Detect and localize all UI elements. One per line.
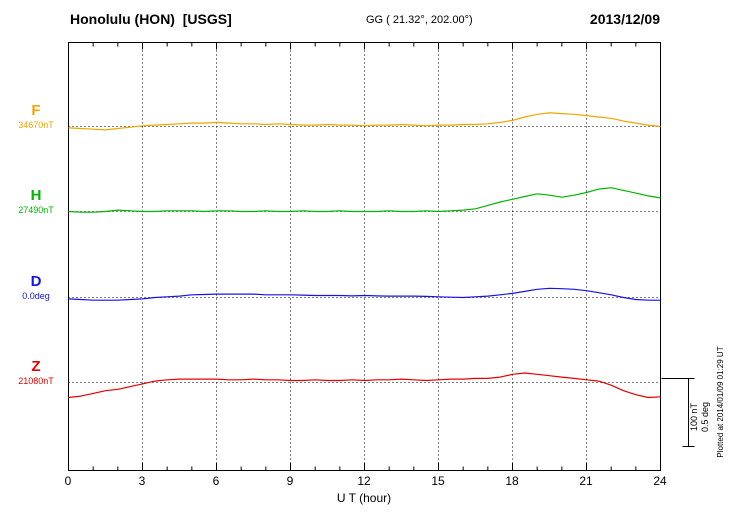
x-axis-label: U T (hour) — [336, 491, 392, 505]
x-tick-label: 6 — [212, 474, 220, 488]
scalebar-deg-label: 0.5 deg — [700, 401, 710, 433]
trace-baseline-D: 0.0deg — [22, 291, 50, 301]
trace-baseline-Z: 21080nT — [18, 376, 54, 386]
trace-label-group-Z: Z 21080nT — [6, 358, 66, 387]
x-tick-label: 0 — [64, 474, 72, 488]
trace-name-H: H — [30, 187, 42, 204]
plotted-at-timestamp: Plotted at 2014/01/09 01:29 UT — [716, 346, 725, 458]
geographic-coords: GG ( 21.32°, 202.00°) — [366, 14, 473, 26]
x-tick-label: 9 — [286, 474, 294, 488]
trace-D — [68, 287, 661, 301]
x-tick-label: 15 — [431, 474, 445, 488]
trace-name-F: F — [31, 102, 41, 119]
trace-label-group-D: D 0.0deg — [6, 273, 66, 302]
x-tick-label: 24 — [653, 474, 667, 488]
trace-Z — [68, 372, 661, 399]
x-tick-label: 12 — [357, 474, 371, 488]
trace-baseline-H: 27490nT — [18, 205, 54, 215]
x-tick-label: 18 — [505, 474, 519, 488]
x-tick-label: 3 — [138, 474, 146, 488]
x-tick-label: 21 — [579, 474, 593, 488]
trace-baseline-F: 34670nT — [18, 120, 54, 130]
plot-frame — [68, 42, 661, 471]
plot-date: 2013/12/09 — [589, 11, 660, 27]
station-title: Honolulu (HON) [USGS] — [70, 11, 232, 27]
trace-H — [68, 187, 661, 213]
trace-label-group-F: F 34670nT — [6, 102, 66, 131]
trace-F — [68, 112, 661, 131]
trace-name-D: D — [30, 273, 42, 290]
trace-label-group-H: H 27490nT — [6, 187, 66, 216]
trace-name-Z: Z — [31, 358, 41, 375]
